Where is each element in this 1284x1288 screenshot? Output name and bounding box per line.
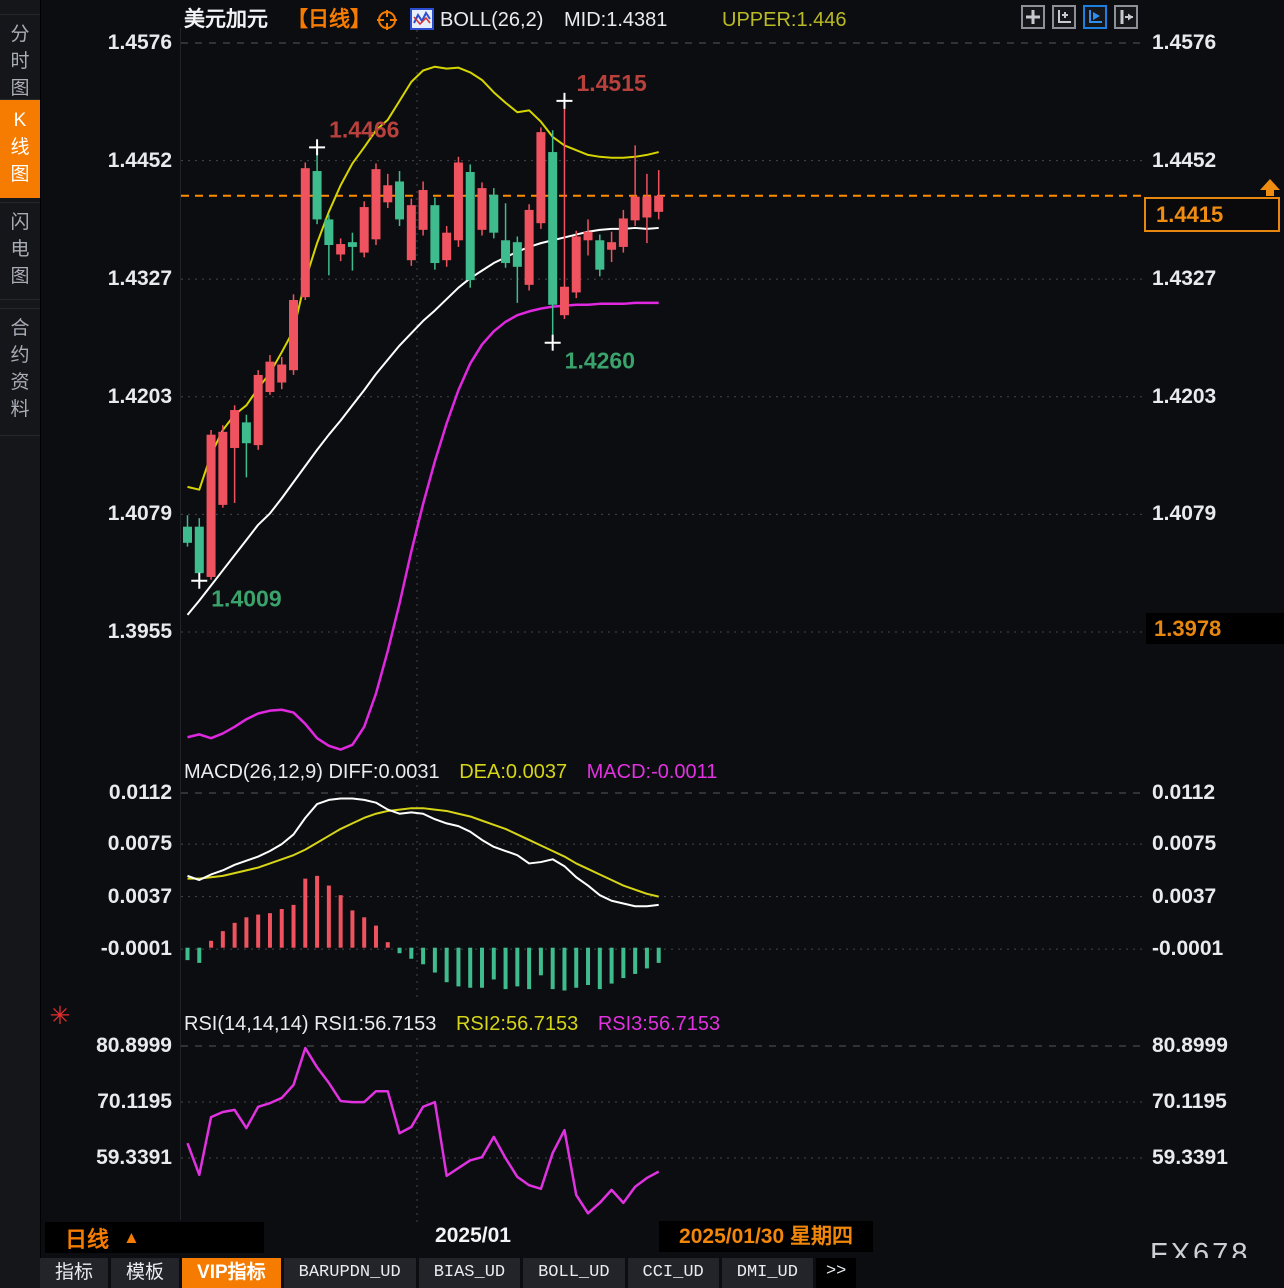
period-selector-arrow-icon: ▲ (123, 1227, 140, 1247)
indicator-tab-bar: 指标 模板 VIP指标 BARUPDN_UD BIAS_UD BOLL_UD CCI_UD D… (40, 1258, 1284, 1288)
period-selector-label: 日线 (65, 1226, 110, 1252)
bottom-tab-DMI_UD[interactable]: DMI_UD (721, 1258, 813, 1288)
rsi-axis-label: 59.3391 (1152, 1145, 1228, 1169)
rsi-axis-label: 70.1195 (97, 1089, 172, 1113)
price-axis-label: 1.4079 (107, 502, 172, 526)
move-icon[interactable] (1021, 5, 1045, 29)
axis-scale-icon[interactable] (1052, 5, 1076, 29)
more-tabs-button[interactable]: >> (815, 1258, 857, 1288)
macd-axis-label: -0.0001 (100, 937, 172, 961)
chart-plot-area[interactable] (181, 28, 1144, 1220)
alert-star-icon: ✳ (49, 1002, 71, 1030)
collapse-panel-icon[interactable] (1114, 5, 1138, 29)
boll-indicator-label: BOLL(26,2) (440, 9, 544, 31)
price-axis-label: 1.4327 (1152, 267, 1217, 291)
price-axis-label: 1.3955 (107, 619, 172, 643)
macd-dea-value: DEA:0.0037 (459, 761, 568, 783)
price-axis-label: 1.4576 (107, 31, 172, 54)
indicator-chart-icon[interactable] (410, 8, 434, 34)
bottom-tab-BOLL_UD[interactable]: BOLL_UD (523, 1258, 625, 1288)
rsi-legend: RSI(14,14,14) RSI1:56.7153 RSI2:56.7153 … (184, 1011, 734, 1037)
bottom-tab-CCI_UD[interactable]: CCI_UD (627, 1258, 719, 1288)
macd-diff-value: MACD(26,12,9) DIFF:0.0031 (184, 761, 440, 783)
macd-value: MACD:-0.0011 (586, 761, 718, 783)
macd-axis-label: 0.0075 (107, 832, 172, 856)
macd-axis-label: 0.0112 (1152, 781, 1216, 804)
bottom-tab-VIP指标[interactable]: VIP指标 (182, 1258, 281, 1288)
sidebar-tab-分时图[interactable]: 分 时 图 (0, 14, 40, 100)
rsi1-value: RSI(14,14,14) RSI1:56.7153 (184, 1013, 437, 1035)
price-annotation-1.4009: 1.4009 (211, 586, 281, 612)
sidebar-tab-K线图[interactable]: K 线 图 (0, 100, 40, 198)
macd-axis-label: 0.0037 (107, 884, 172, 908)
bottom-tab-模板[interactable]: 模板 (111, 1258, 180, 1288)
macd-legend: MACD(26,12,9) DIFF:0.0031 DEA:0.0037 MAC… (184, 759, 731, 785)
current-price-tag: 1.4415 (1144, 197, 1280, 232)
bottom-tab-指标[interactable]: 指标 (40, 1258, 109, 1288)
price-axis-label: 1.4079 (1152, 502, 1217, 526)
price-annotation-1.4260: 1.4260 (565, 348, 635, 374)
session-low-tag: 1.3978 (1146, 613, 1284, 644)
rsi-axis-label: 70.1195 (1152, 1089, 1227, 1113)
rsi3-value: RSI3:56.7153 (597, 1013, 721, 1035)
plot-left-axis-line (180, 28, 181, 1220)
rsi-axis-label: 80.8999 (1152, 1034, 1228, 1057)
rsi-axis-label: 59.3391 (96, 1145, 172, 1169)
axis-play-icon[interactable] (1083, 5, 1107, 29)
price-axis-label: 1.4327 (107, 267, 172, 291)
price-axis-label: 1.4452 (1152, 148, 1217, 172)
price-axis-label: 1.4203 (1152, 384, 1217, 408)
price-axis-label: 1.4452 (107, 148, 172, 172)
price-axis-label: 1.4576 (1152, 31, 1217, 54)
x-axis-month-label: 2025/01 (435, 1224, 511, 1247)
period-selector[interactable]: 日线 ▲ (45, 1222, 264, 1253)
bottom-tab-BARUPDN_UD[interactable]: BARUPDN_UD (283, 1258, 416, 1288)
boll-mid-value: MID:1.4381 (564, 9, 668, 31)
price-annotation-1.4466: 1.4466 (329, 116, 399, 142)
rsi2-value: RSI2:56.7153 (455, 1013, 579, 1035)
macd-axis-label: -0.0001 (1152, 937, 1224, 961)
sidebar-tab-闪电图[interactable]: 闪 电 图 (0, 202, 40, 300)
macd-axis-label: 0.0037 (1152, 884, 1217, 908)
macd-axis-label: 0.0075 (1152, 832, 1217, 856)
rsi-axis-label: 80.8999 (96, 1034, 172, 1057)
sidebar-tab-合约资料[interactable]: 合 约 资 料 (0, 308, 40, 436)
boll-upper-value: UPPER:1.446 (722, 9, 847, 31)
price-axis-label: 1.4203 (107, 384, 172, 408)
chart-toolbar (1021, 5, 1138, 29)
period-badge[interactable]: 【日线】 (287, 8, 371, 31)
bottom-tab-BIAS_UD[interactable]: BIAS_UD (418, 1258, 521, 1288)
crosshair-target-icon[interactable] (376, 9, 398, 35)
macd-axis-label: 0.0112 (108, 781, 172, 804)
crosshair-date-label: 2025/01/30 星期四 (659, 1221, 873, 1252)
symbol-title: 美元加元 (184, 8, 268, 31)
price-annotation-1.4515: 1.4515 (576, 70, 647, 96)
price-up-arrow-icon (1260, 179, 1280, 196)
